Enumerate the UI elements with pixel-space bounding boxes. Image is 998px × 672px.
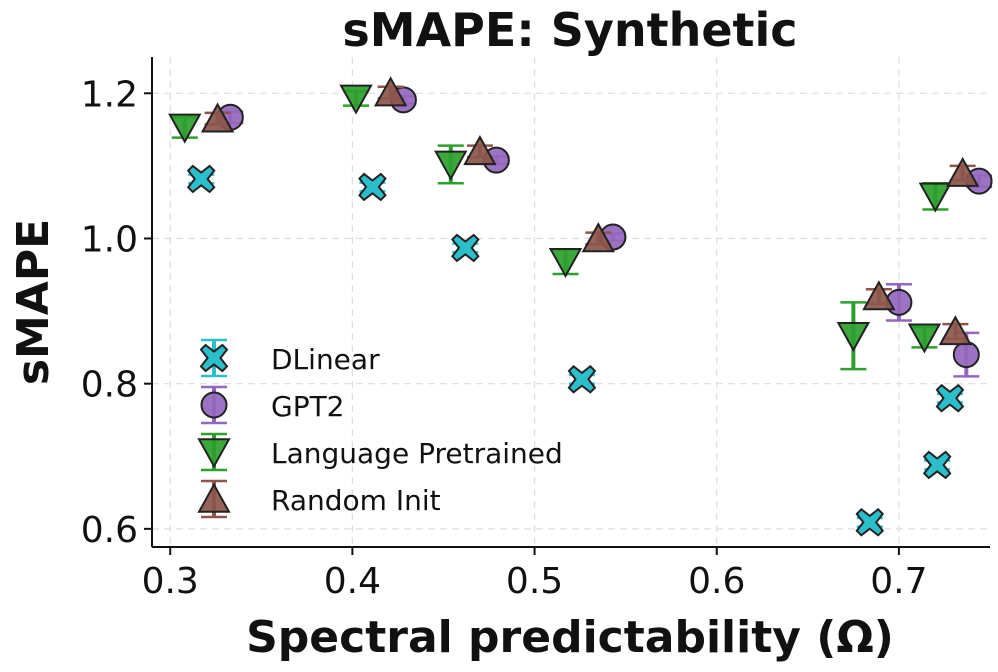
y-tick-label: 1.0 [81, 219, 138, 260]
x-point [567, 364, 597, 394]
series-language-pretrained [168, 84, 953, 371]
legend-label: DLinear [271, 343, 380, 376]
legend-label: Language Pretrained [271, 437, 563, 470]
triangle-down-point [339, 84, 373, 115]
legend: DLinear GPT2 Language Pretrained Random Ini… [197, 338, 563, 519]
triangle-up-point [581, 222, 616, 253]
triangle-down-marker-shape [836, 322, 871, 353]
triangle-down-marker-shape [434, 150, 468, 181]
legend-triangle-up-icon [197, 482, 231, 513]
triangle-up-marker-shape [945, 156, 980, 187]
x-tick-label: 0.6 [688, 561, 745, 602]
x-marker-shape [935, 383, 965, 413]
x-point [186, 164, 216, 194]
data-marks [168, 76, 993, 537]
x-marker-shape [186, 164, 216, 194]
y-tick-label: 0.8 [81, 365, 138, 406]
x-marker-shape [358, 172, 387, 202]
x-point [358, 172, 387, 202]
x-point [935, 383, 965, 413]
triangle-up-marker-shape [200, 102, 235, 133]
x-tick-label: 0.5 [506, 561, 563, 602]
triangle-up-point [200, 102, 235, 133]
x-tick-label: 0.4 [324, 561, 381, 602]
triangle-up-point [862, 280, 896, 311]
triangle-up-marker-shape [938, 315, 973, 346]
triangle-up-marker-shape [463, 135, 497, 166]
legend-item: Language Pretrained [197, 432, 563, 472]
triangle-down-marker-shape [339, 84, 373, 115]
triangle-down-marker-shape [168, 113, 202, 144]
legend-circle-icon [200, 391, 228, 419]
triangle-down-point [907, 323, 942, 354]
axes: 0.3 0.4 0.5 0.6 0.7 0.6 0.8 1.0 1.2 [81, 57, 990, 602]
y-tick-label: 1.2 [81, 74, 138, 115]
x-axis-label: Spectral predictability (Ω) [246, 612, 894, 663]
x-marker-shape [855, 507, 885, 537]
triangle-up-point [463, 135, 497, 166]
x-marker-shape [922, 450, 952, 480]
x-marker-shape [199, 343, 229, 373]
circle-point [952, 341, 980, 369]
triangle-down-marker-shape [918, 182, 953, 213]
triangle-down-marker-shape [907, 323, 942, 354]
x-point [855, 507, 885, 537]
triangle-up-marker-shape [862, 280, 896, 311]
legend-item: Random Init [197, 479, 441, 519]
x-tick-label: 0.7 [870, 561, 927, 602]
triangle-up-marker-shape [581, 222, 616, 253]
triangle-up-point [373, 76, 408, 107]
x-point [451, 233, 480, 263]
grid [152, 57, 990, 547]
x-marker-shape [451, 233, 480, 263]
x-tick-label: 0.3 [142, 561, 199, 602]
legend-item: GPT2 [200, 385, 345, 425]
x-marker-shape [567, 364, 597, 394]
legend-item: DLinear [199, 338, 380, 378]
circle-marker-shape [952, 341, 980, 369]
chart-title: sMAPE: Synthetic [342, 3, 797, 57]
triangle-down-point [434, 150, 468, 181]
series-dlinear [186, 164, 965, 537]
legend-triangle-down-icon [197, 438, 231, 469]
triangle-up-point [938, 315, 973, 346]
triangle-down-point [168, 113, 202, 144]
legend-label: GPT2 [271, 390, 345, 423]
triangle-down-marker-shape [197, 438, 231, 469]
x-point [922, 450, 952, 480]
legend-x-icon [199, 343, 229, 373]
legend-label: Random Init [271, 484, 441, 517]
series-random-init [200, 76, 980, 346]
y-axis-label: sMAPE [8, 219, 59, 385]
triangle-up-point [945, 156, 980, 187]
y-tick-label: 0.6 [81, 510, 138, 551]
triangle-down-point [548, 247, 583, 279]
triangle-down-marker-shape [548, 247, 583, 279]
triangle-up-marker-shape [197, 482, 231, 513]
triangle-up-marker-shape [373, 76, 408, 107]
triangle-down-point [836, 322, 871, 353]
triangle-down-point [918, 182, 953, 213]
circle-marker-shape [200, 391, 228, 419]
